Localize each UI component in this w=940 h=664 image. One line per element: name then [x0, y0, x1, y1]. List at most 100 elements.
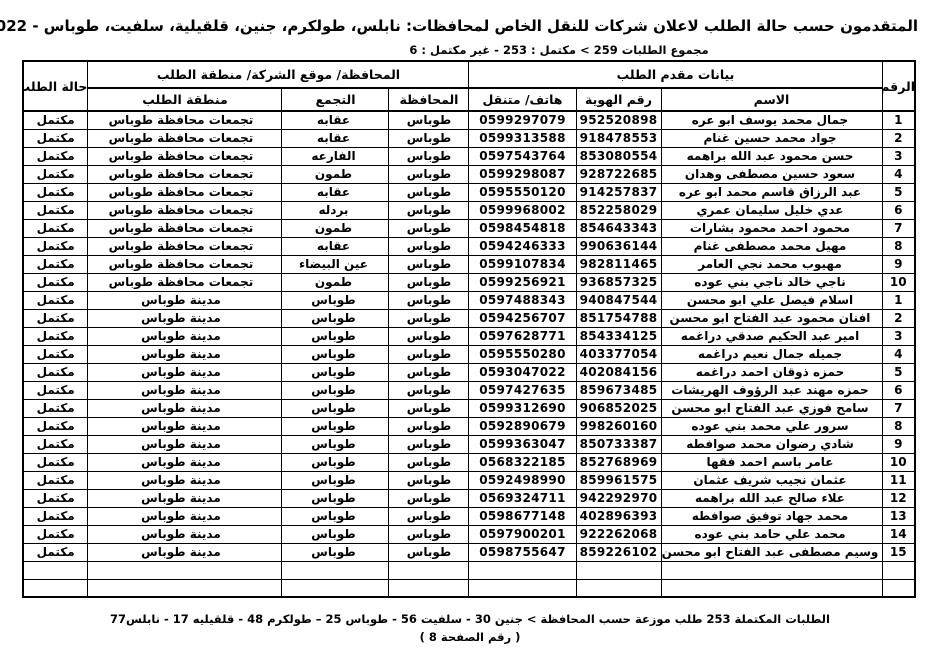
cell-community: عقابه	[281, 237, 390, 256]
cell-gov: طوباس	[388, 453, 470, 472]
table-row: 4 جميله جمال نعيم دراغمه 403377054 05955502…	[22, 345, 916, 364]
cell-num: 14	[881, 525, 916, 544]
cell-name: سعود حسين مصطفى وهدان	[660, 165, 883, 184]
cell-name: جميله جمال نعيم دراغمه	[660, 345, 883, 364]
table-row: 7 سامح فوزي عبد الفتاح ابو محسن 906852025 0…	[22, 399, 916, 418]
cell-id: 853080554	[575, 147, 662, 166]
cell-gov: طوباس	[388, 309, 470, 328]
cell-status: مكتمل	[22, 110, 89, 130]
header-row-columns: الاسم رقم الهوية هاتف/ متنقل المحافظة ال…	[23, 87, 915, 112]
cell-num: 6	[881, 381, 916, 400]
cell-area: تجمعات محافظة طوباس	[87, 237, 283, 256]
cell-name: علاء صالح عبد الله براهمه	[660, 489, 883, 508]
cell-num: 3	[881, 327, 916, 346]
cell-gov: طوباس	[388, 273, 470, 292]
cell-phone: 0599298087	[468, 165, 577, 184]
applicants-table: الرقم بيانات مقدم الطلب المحافظة/ موقع ا…	[21, 60, 916, 598]
cell-status: مكتمل	[22, 453, 89, 472]
cell-num: 7	[881, 219, 916, 238]
cell-status: مكتمل	[22, 363, 89, 382]
cell-id: 952520898	[575, 110, 662, 130]
cell-community: طوباس	[281, 453, 390, 472]
cell-name: وسيم مصطفى عبد الفتاح ابو محسن	[660, 543, 883, 562]
cell-phone	[468, 561, 577, 580]
cell-name: سرور علي محمد بني عوده	[660, 417, 883, 436]
cell-gov: طوباس	[388, 363, 470, 382]
cell-status: مكتمل	[22, 165, 89, 184]
column-header-name: الاسم	[660, 87, 883, 112]
cell-phone: 0595550120	[468, 183, 577, 202]
cell-phone: 0597488343	[468, 291, 577, 310]
table-row: 6 حمزه مهند عبد الرؤوف الهريشات 859673485 0…	[22, 381, 916, 400]
table-row: 8 مهيل محمد مصطفى غنام 990636144 0594246333…	[22, 237, 916, 256]
cell-name: محمود احمد محمود بشارات	[660, 219, 883, 238]
cell-area: تجمعات محافظة طوباس	[87, 183, 283, 202]
cell-num: 9	[881, 255, 916, 274]
footer-summary: الطلبات المكتملة 253 طلب موزعة حسب المحا…	[110, 612, 830, 626]
cell-phone: 0592498990	[468, 471, 577, 490]
cell-gov: طوباس	[388, 237, 470, 256]
cell-community: طمون	[281, 165, 390, 184]
table-row: 2 افنان محمود عبد الفتاح ابو محسن 85175478…	[22, 309, 916, 328]
cell-community: طمون	[281, 273, 390, 292]
cell-gov: طوباس	[388, 543, 470, 562]
cell-id: 854334125	[575, 327, 662, 346]
footer-page-number: ( رقم الصفحة 8 )	[419, 630, 521, 644]
cell-id: 859673485	[575, 381, 662, 400]
cell-id: 942292970	[575, 489, 662, 508]
cell-num: 8	[881, 237, 916, 256]
cell-community: طوباس	[281, 525, 390, 544]
cell-num: 15	[881, 543, 916, 562]
cell-name	[660, 578, 883, 598]
cell-name: عثمان نجيب شريف عثمان	[660, 471, 883, 490]
cell-num: 4	[881, 165, 916, 184]
cell-area: مدينة طوباس	[87, 453, 283, 472]
cell-status: مكتمل	[22, 309, 89, 328]
cell-gov: طوباس	[388, 183, 470, 202]
cell-num: 12	[881, 489, 916, 508]
cell-num: 5	[881, 363, 916, 382]
cell-area: مدينة طوباس	[87, 543, 283, 562]
cell-area: مدينة طوباس	[87, 363, 283, 382]
column-header-area: منطقة الطلب	[87, 87, 283, 112]
cell-num	[881, 578, 916, 598]
table-row: 11 عثمان نجيب شريف عثمان 859961575 05924989…	[22, 471, 916, 490]
cell-community: عين البيضاء	[281, 255, 390, 274]
column-header-community: التجمع	[281, 87, 390, 112]
cell-id: 914257837	[575, 183, 662, 202]
cell-status	[22, 561, 89, 580]
cell-phone: 0599256921	[468, 273, 577, 292]
cell-id: 918478553	[575, 129, 662, 148]
table-header: الرقم بيانات مقدم الطلب المحافظة/ موقع ا…	[22, 60, 916, 112]
cell-area: مدينة طوباس	[87, 291, 283, 310]
cell-num: 7	[881, 399, 916, 418]
cell-area: مدينة طوباس	[87, 327, 283, 346]
cell-name: افنان محمود عبد الفتاح ابو محسن	[660, 309, 883, 328]
column-header-phone: هاتف/ متنقل	[468, 87, 577, 112]
cell-area: مدينة طوباس	[87, 399, 283, 418]
table-row: 1 جمال محمد يوسف ابو عره 952520898 05992970…	[22, 110, 916, 130]
cell-status: مكتمل	[22, 525, 89, 544]
cell-num: 2	[881, 309, 916, 328]
cell-phone: 0598677148	[468, 507, 577, 526]
cell-id: 990636144	[575, 237, 662, 256]
cell-id: 940847544	[575, 291, 662, 310]
cell-area: مدينة طوباس	[87, 507, 283, 526]
cell-gov: طوباس	[388, 219, 470, 238]
cell-status: مكتمل	[22, 327, 89, 346]
cell-status: مكتمل	[22, 381, 89, 400]
cell-num: 9	[881, 435, 916, 454]
cell-community: طوباس	[281, 435, 390, 454]
column-header-status: حالة الطلب	[22, 60, 89, 112]
cell-gov: طوباس	[388, 489, 470, 508]
cell-id	[575, 561, 662, 580]
table-row	[22, 561, 916, 580]
cell-area: تجمعات محافظة طوباس	[87, 147, 283, 166]
cell-gov: طوباس	[388, 381, 470, 400]
cell-num: 1	[881, 291, 916, 310]
cell-gov: طوباس	[388, 525, 470, 544]
cell-id: 851754788	[575, 309, 662, 328]
cell-name: سامح فوزي عبد الفتاح ابو محسن	[660, 399, 883, 418]
cell-phone: 0595550280	[468, 345, 577, 364]
cell-community: طوباس	[281, 363, 390, 382]
